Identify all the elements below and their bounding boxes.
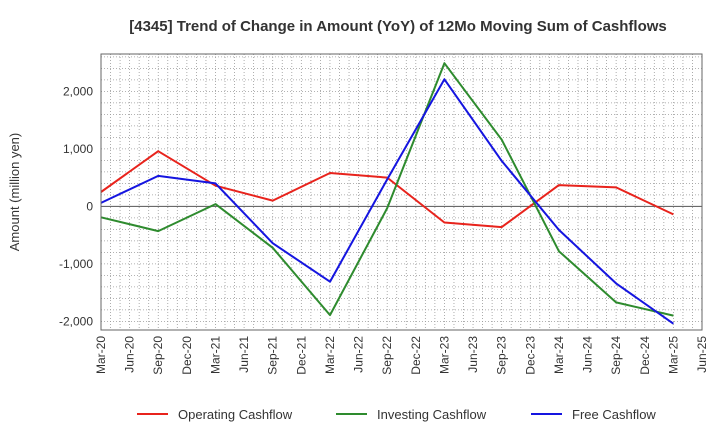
legend-label: Free Cashflow: [572, 407, 656, 422]
y-tick-label: -1,000: [59, 257, 93, 271]
x-tick-label: Mar-25: [666, 336, 680, 374]
x-tick-label: Sep-24: [609, 336, 623, 375]
x-tick-label: Mar-23: [437, 336, 451, 374]
legend: Operating Cashflow Investing Cashflow Free…: [137, 407, 656, 422]
x-tick-label: Sep-22: [380, 336, 394, 375]
x-tick-label: Sep-21: [266, 336, 280, 375]
chart-title: [4345] Trend of Change in Amount (YoY) o…: [129, 18, 667, 35]
plot-frame: [100, 53, 703, 331]
y-tick-label: 0: [86, 199, 93, 213]
legend-label: Investing Cashflow: [377, 407, 487, 422]
grid: [101, 54, 702, 330]
x-tick-label: Mar-22: [323, 336, 337, 374]
x-tick-labels: Mar-20 Jun-20 Sep-20 Dec-20 Mar-21 Jun-21 Sep-…: [94, 336, 709, 375]
x-tick-label: Dec-20: [180, 336, 194, 375]
y-axis-label: Amount (million yen): [7, 133, 22, 252]
x-tick-label: Dec-23: [523, 336, 537, 375]
x-tick-label: Jun-20: [123, 336, 137, 373]
x-tick-label: Sep-20: [151, 336, 165, 375]
x-tick-label: Mar-20: [94, 336, 108, 374]
x-tick-label: Jun-24: [581, 336, 595, 373]
y-tick-label: 2,000: [63, 84, 93, 98]
legend-label: Operating Cashflow: [178, 407, 293, 422]
x-tick-label: Mar-21: [208, 336, 222, 374]
x-tick-label: Dec-21: [294, 336, 308, 375]
y-tick-label: -2,000: [59, 314, 93, 328]
series-line-free-cashflow: [100, 78, 674, 325]
x-tick-label: Jun-25: [695, 336, 709, 373]
x-tick-label: Jun-21: [237, 336, 251, 373]
y-tick-label: 1,000: [63, 142, 93, 156]
x-tick-label: Jun-23: [466, 336, 480, 373]
x-tick-label: Mar-24: [552, 336, 566, 374]
x-tick-label: Sep-23: [495, 336, 509, 375]
y-tick-labels: 2,000 1,000 0 -1,000 -2,000: [59, 84, 93, 328]
series-lines: [100, 62, 674, 325]
x-tick-label: Jun-22: [352, 336, 366, 373]
x-tick-label: Dec-24: [638, 336, 652, 375]
x-tick-label: Dec-22: [409, 336, 423, 375]
series-line-investing-cashflow: [100, 62, 674, 317]
